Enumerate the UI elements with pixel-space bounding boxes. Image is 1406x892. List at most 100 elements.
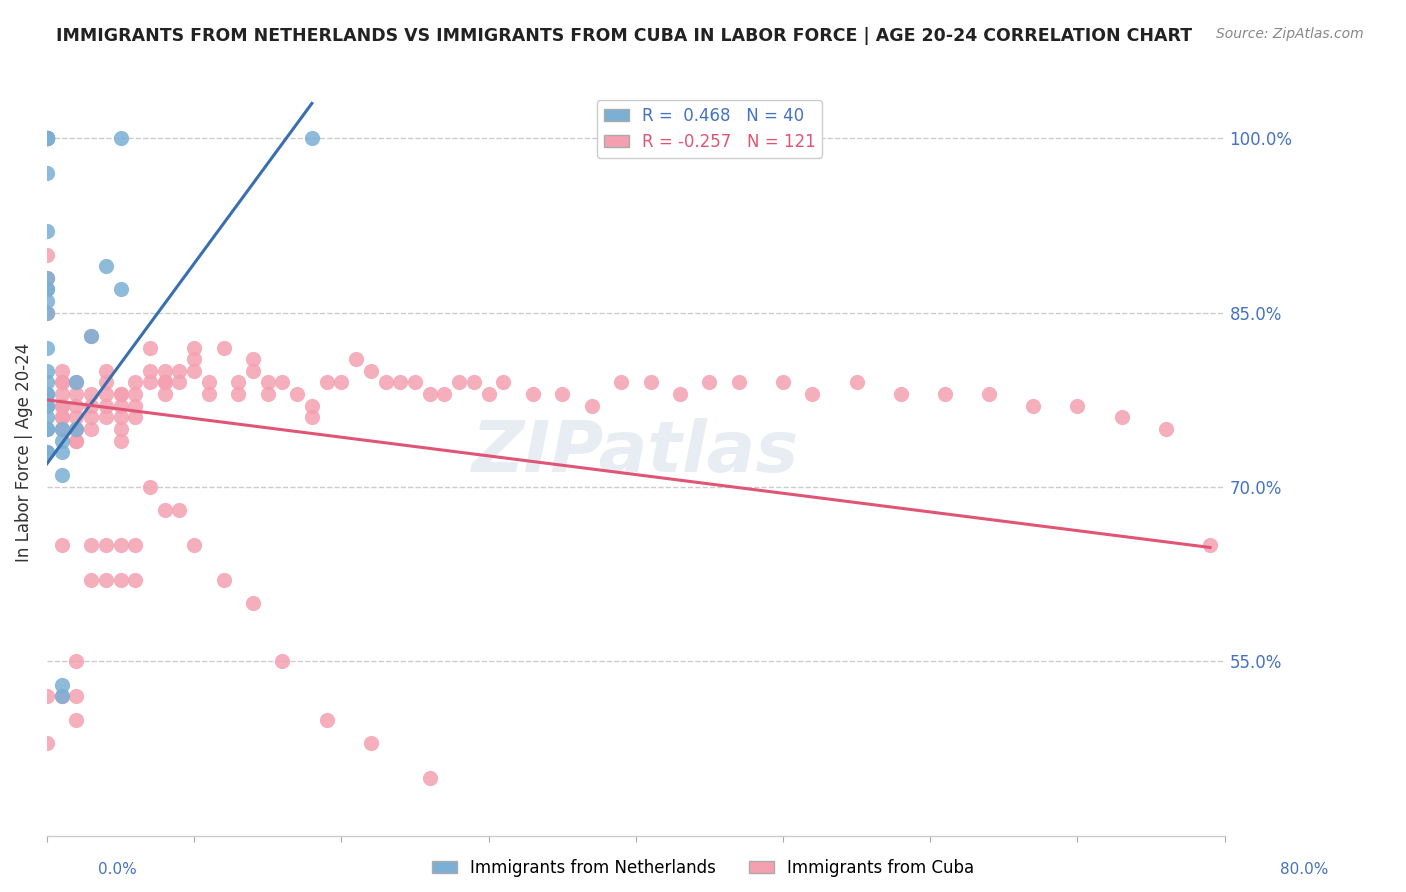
- Point: [226, 387, 249, 401]
- Point: [271, 654, 294, 668]
- Point: [404, 376, 426, 390]
- Point: [94, 573, 117, 587]
- Point: [35, 224, 58, 238]
- Point: [35, 387, 58, 401]
- Point: [360, 364, 382, 378]
- Point: [35, 166, 58, 180]
- Point: [65, 422, 87, 436]
- Point: [65, 410, 87, 425]
- Point: [315, 376, 337, 390]
- Point: [80, 387, 103, 401]
- Point: [35, 282, 58, 296]
- Point: [845, 376, 868, 390]
- Point: [242, 364, 264, 378]
- Point: [51, 399, 73, 413]
- Point: [110, 422, 132, 436]
- Point: [51, 364, 73, 378]
- Point: [80, 410, 103, 425]
- Point: [551, 387, 574, 401]
- Point: [51, 399, 73, 413]
- Point: [110, 573, 132, 587]
- Point: [169, 376, 191, 390]
- Point: [640, 376, 662, 390]
- Point: [94, 387, 117, 401]
- Point: [51, 690, 73, 704]
- Point: [35, 399, 58, 413]
- Point: [35, 305, 58, 319]
- Point: [389, 376, 412, 390]
- Point: [80, 538, 103, 552]
- Point: [1154, 422, 1177, 436]
- Point: [80, 573, 103, 587]
- Point: [1066, 399, 1088, 413]
- Point: [124, 399, 146, 413]
- Point: [1199, 538, 1222, 552]
- Point: [51, 678, 73, 692]
- Point: [110, 410, 132, 425]
- Point: [35, 282, 58, 296]
- Point: [153, 387, 176, 401]
- Point: [35, 131, 58, 145]
- Point: [699, 376, 721, 390]
- Point: [110, 131, 132, 145]
- Point: [522, 387, 544, 401]
- Point: [212, 573, 235, 587]
- Point: [65, 434, 87, 448]
- Point: [94, 259, 117, 273]
- Point: [51, 445, 73, 459]
- Point: [94, 410, 117, 425]
- Point: [360, 736, 382, 750]
- Point: [35, 445, 58, 459]
- Point: [110, 538, 132, 552]
- Point: [581, 399, 603, 413]
- Point: [110, 387, 132, 401]
- Point: [51, 468, 73, 483]
- Point: [124, 573, 146, 587]
- Point: [124, 410, 146, 425]
- Point: [35, 270, 58, 285]
- Point: [801, 387, 824, 401]
- Point: [35, 131, 58, 145]
- Point: [242, 596, 264, 610]
- Point: [35, 422, 58, 436]
- Point: [242, 352, 264, 367]
- Point: [35, 399, 58, 413]
- Point: [94, 538, 117, 552]
- Point: [51, 434, 73, 448]
- Point: [1022, 399, 1045, 413]
- Point: [169, 364, 191, 378]
- Point: [226, 376, 249, 390]
- Point: [124, 376, 146, 390]
- Legend: R =  0.468   N = 40, R = -0.257   N = 121: R = 0.468 N = 40, R = -0.257 N = 121: [598, 100, 823, 158]
- Point: [35, 131, 58, 145]
- Point: [183, 341, 205, 355]
- Legend: Immigrants from Netherlands, Immigrants from Cuba: Immigrants from Netherlands, Immigrants …: [425, 853, 981, 884]
- Point: [65, 422, 87, 436]
- Point: [80, 329, 103, 343]
- Point: [153, 376, 176, 390]
- Point: [35, 247, 58, 261]
- Point: [65, 387, 87, 401]
- Point: [285, 387, 308, 401]
- Point: [153, 364, 176, 378]
- Text: IMMIGRANTS FROM NETHERLANDS VS IMMIGRANTS FROM CUBA IN LABOR FORCE | AGE 20-24 C: IMMIGRANTS FROM NETHERLANDS VS IMMIGRANT…: [56, 27, 1192, 45]
- Point: [35, 293, 58, 308]
- Point: [374, 376, 396, 390]
- Point: [35, 422, 58, 436]
- Point: [51, 387, 73, 401]
- Point: [301, 399, 323, 413]
- Point: [80, 422, 103, 436]
- Point: [772, 376, 794, 390]
- Point: [65, 376, 87, 390]
- Point: [124, 387, 146, 401]
- Point: [94, 364, 117, 378]
- Point: [35, 131, 58, 145]
- Point: [35, 445, 58, 459]
- Point: [153, 503, 176, 517]
- Point: [35, 690, 58, 704]
- Point: [80, 399, 103, 413]
- Point: [979, 387, 1001, 401]
- Point: [35, 364, 58, 378]
- Point: [51, 376, 73, 390]
- Point: [256, 387, 278, 401]
